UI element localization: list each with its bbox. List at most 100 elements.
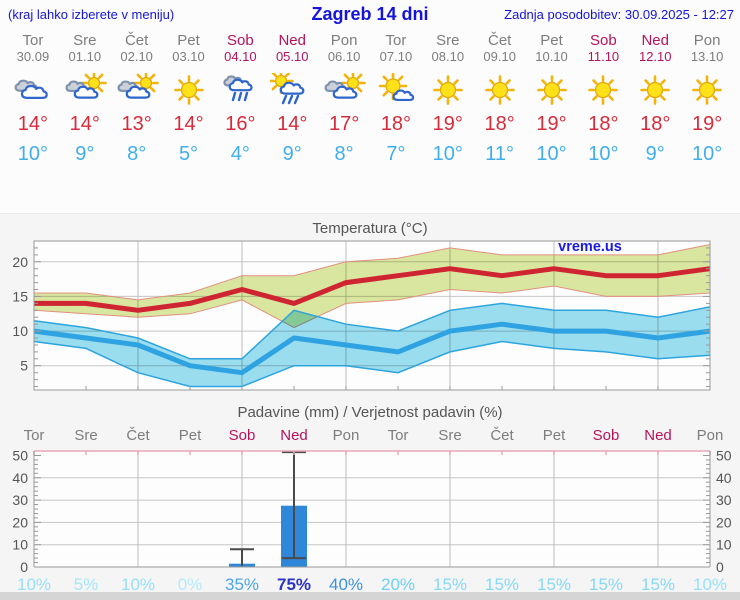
min-temperature: 10° [588, 143, 619, 165]
precip-y-tick-right: 20 [716, 514, 732, 530]
weather-icon [681, 73, 733, 109]
forecast-day: Sre 08.10 19° 10° [422, 32, 474, 166]
precip-probability-row: 10% 5% 10% 0% 35% 75% 40% 20% 15% 15% 15% 15% 15% 10% [0, 575, 740, 595]
precip-probability: 40% [328, 575, 364, 594]
precip-day-label: Čet [126, 427, 150, 444]
min-temperature: 10° [17, 143, 49, 165]
precip-day-label: Ned [644, 427, 672, 444]
forecast-day: Sob 04.10 16° 4° [214, 32, 266, 166]
weather-icon [7, 73, 59, 109]
day-name: Pon [693, 32, 721, 49]
forecast-day: Čet 02.10 13° 8° [111, 32, 163, 166]
precip-day-label: Sre [438, 427, 462, 444]
precip-probability: 10% [120, 575, 156, 594]
max-temperature: 13° [121, 113, 152, 135]
precip-probability: 0% [177, 575, 203, 594]
weather-icon [474, 73, 526, 109]
precip-y-tick-right: 50 [716, 448, 732, 464]
day-name: Pon [330, 32, 358, 49]
precip-probability: 35% [224, 575, 260, 594]
precip-day-label: Tor [387, 427, 409, 444]
max-temperature: 18° [484, 113, 515, 135]
vreme-us-link[interactable]: vreme.us [558, 239, 622, 255]
weather-icon [59, 70, 111, 109]
day-date: 10.10 [535, 49, 568, 64]
max-temp-band [34, 244, 710, 328]
day-name: Tor [22, 32, 44, 49]
min-temperature: 7° [386, 143, 406, 165]
precip-day-label: Ned [280, 427, 308, 444]
day-date: 13.10 [690, 49, 724, 64]
weather-icon [214, 73, 266, 109]
rain-icon [223, 75, 253, 102]
precip-y-tick-right: 30 [716, 492, 732, 508]
day-name: Ned [278, 32, 306, 49]
precip-day-label: Tor [23, 427, 45, 444]
weather-icon [318, 70, 370, 109]
sunny-icon [640, 75, 671, 105]
max-temperature: 14° [69, 113, 100, 135]
min-temperature: 10° [536, 143, 567, 165]
weather-icon [629, 73, 681, 109]
temperature-chart: 5 10 15 20 vreme.us [12, 239, 711, 391]
weather-icon [111, 70, 163, 109]
min-temperature: 5° [178, 143, 199, 165]
day-name: Pet [177, 32, 200, 49]
forecast-strip: Tor 30.09 14° 10° Sre 01.10 14° 9° Čet 02.10 13° 8°… [7, 32, 733, 166]
cloudy-icon [14, 79, 48, 99]
max-temperature: 19° [432, 113, 463, 135]
forecast-day: Pon 13.10 19° 10° [681, 32, 733, 166]
min-temperature: 8° [334, 143, 354, 165]
precip-probability: 15% [536, 575, 572, 594]
min-temperature: 8° [127, 143, 147, 165]
page-title: Zagreb 14 dni [311, 4, 429, 24]
sunny-icon [588, 75, 619, 105]
precip-chart-title: Padavine (mm) / Verjetnost padavin (%) [237, 404, 503, 421]
forecast-day: Sre 01.10 14° 9° [59, 32, 111, 166]
max-temp-line [34, 266, 711, 313]
day-name: Sre [73, 32, 97, 49]
max-temperature: 19° [536, 113, 567, 135]
temp-y-tick: 10 [12, 323, 28, 339]
precip-y-tick-right: 40 [716, 470, 732, 486]
day-date: 05.10 [275, 49, 309, 64]
temp-y-tick: 20 [12, 254, 28, 270]
day-name: Ned [641, 32, 669, 49]
forecast-day: Pon 06.10 17° 8° [318, 32, 370, 166]
precip-y-tick-right: 10 [716, 537, 732, 553]
weather-icon [422, 73, 474, 109]
max-temperature: 16° [225, 113, 256, 135]
day-date: 08.10 [431, 49, 465, 64]
charts-section: Temperatura (°C) 5 10 15 20 vreme.us Padavin… [0, 213, 740, 595]
precip-y-tick-left: 50 [12, 448, 28, 464]
precip-day-label: Čet [490, 427, 514, 444]
footer-bar [0, 592, 740, 600]
precip-probability: 15% [484, 575, 520, 594]
precip-y-tick-right: 0 [716, 559, 724, 575]
precip-day-label: Pon [332, 427, 360, 444]
min-temperature: 9° [645, 143, 665, 165]
day-name: Tor [385, 32, 407, 49]
precip-day-label: Pet [178, 427, 202, 444]
precip-day-label: Pet [542, 427, 566, 444]
forecast-day: Čet 09.10 18° 11° [474, 32, 526, 166]
precip-probability: 10% [692, 575, 728, 594]
day-date: 06.10 [327, 49, 361, 64]
max-temperature: 14° [173, 113, 204, 135]
day-date: 01.10 [68, 49, 102, 64]
weather-icon [266, 68, 318, 109]
max-temperature: 18° [588, 113, 619, 135]
forecast-day: Sob 11.10 18° 10° [577, 32, 629, 166]
header-note: (kraj lahko izberete v meniju) [8, 7, 175, 22]
sunny-icon [536, 75, 567, 105]
day-date: 03.10 [172, 49, 205, 64]
mostly-sunny-icon [378, 71, 415, 102]
day-name: Sob [227, 32, 254, 49]
max-temperature: 18° [380, 113, 412, 135]
forecast-day: Tor 30.09 14° 10° [7, 32, 59, 166]
day-date: 04.10 [224, 49, 257, 64]
precip-probability: 10% [16, 575, 52, 594]
min-temperature: 10° [432, 143, 463, 165]
precip-probability: 15% [588, 575, 624, 594]
